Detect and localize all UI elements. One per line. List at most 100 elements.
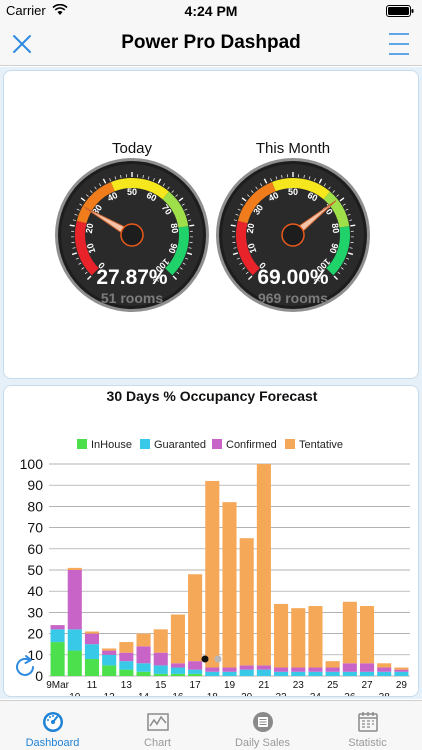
bar-segment[interactable] [308, 606, 323, 668]
bar-segment[interactable] [394, 667, 409, 670]
gauge-today-title: Today [111, 140, 153, 157]
bar-segment[interactable] [205, 671, 220, 676]
x-tick-label: 10 [69, 692, 81, 696]
x-tick-label: 28 [379, 692, 391, 696]
bar-segment[interactable] [342, 671, 357, 676]
tab-chart[interactable]: Chart [105, 701, 210, 750]
bar-segment[interactable] [50, 642, 65, 676]
bar-segment[interactable] [84, 644, 100, 660]
bar-segment[interactable] [188, 673, 203, 676]
bar-segment[interactable] [170, 667, 185, 674]
bar-segment[interactable] [119, 652, 134, 662]
gauge-tick-label: 30 [251, 203, 265, 217]
bar-segment[interactable] [136, 633, 151, 647]
bar-segment[interactable] [359, 671, 375, 676]
bar-segment[interactable] [359, 663, 375, 672]
bar-segment[interactable] [274, 671, 289, 676]
bar-segment[interactable] [67, 570, 82, 630]
x-tick-label: 15 [155, 680, 167, 691]
bar-segment[interactable] [205, 480, 220, 668]
bar-segment[interactable] [119, 642, 134, 653]
bar-segment[interactable] [102, 665, 117, 676]
bar-segment[interactable] [84, 631, 100, 634]
bar-segment[interactable] [119, 669, 134, 676]
bar-segment[interactable] [170, 614, 185, 664]
bar-segment[interactable] [84, 633, 100, 645]
bar-segment[interactable] [377, 667, 392, 672]
bar-segment[interactable] [239, 665, 254, 670]
bar-segment[interactable] [222, 671, 237, 676]
bar-segment[interactable] [67, 629, 82, 651]
bar-segment[interactable] [256, 665, 271, 670]
tab-daily-sales-label: Daily Sales [234, 737, 291, 749]
bar-segment[interactable] [291, 667, 306, 672]
bar-segment[interactable] [84, 659, 100, 676]
refresh-icon[interactable] [12, 654, 38, 680]
tab-daily-sales[interactable]: Daily Sales [210, 701, 315, 750]
x-tick-label: 16 [172, 692, 184, 696]
bar-segment[interactable] [102, 648, 117, 651]
bar-segment[interactable] [102, 650, 117, 655]
gauge-tick-label: 20 [84, 223, 95, 234]
bar-segment[interactable] [136, 671, 151, 676]
bar-segment[interactable] [359, 606, 375, 664]
bar-segment[interactable] [325, 671, 340, 676]
bar-segment[interactable] [170, 673, 185, 676]
menu-icon[interactable] [388, 31, 410, 57]
bar-segment[interactable] [67, 650, 82, 676]
bar-segment[interactable] [291, 671, 306, 676]
y-tick-label: 100 [20, 456, 44, 472]
bar-segment[interactable] [239, 669, 254, 676]
gauge-tick-label: 60 [306, 190, 319, 203]
gauge-tick-label: 70 [160, 203, 174, 217]
bar-segment[interactable] [67, 567, 82, 570]
bar-segment[interactable] [325, 661, 340, 668]
x-tick-label: 17 [190, 680, 202, 691]
bar-segment[interactable] [239, 538, 254, 666]
bar-segment[interactable] [274, 667, 289, 672]
bar-segment[interactable] [188, 669, 203, 674]
gauge-unit-label: % [151, 274, 162, 284]
bar-segment[interactable] [308, 671, 323, 676]
tab-dashboard[interactable]: Dashboard [0, 701, 105, 750]
x-tick-label: 27 [361, 680, 373, 691]
bar-segment[interactable] [136, 663, 151, 672]
bar-segment[interactable] [153, 629, 168, 653]
bar-segment[interactable] [325, 667, 340, 672]
tab-chart-label: Chart [144, 737, 171, 749]
bar-segment[interactable] [394, 669, 409, 672]
bar-segment[interactable] [205, 667, 220, 672]
bar-segment[interactable] [308, 667, 323, 672]
bar-segment[interactable] [50, 625, 65, 630]
bar-segment[interactable] [377, 663, 392, 668]
bar-segment[interactable] [291, 608, 306, 668]
bar-segment[interactable] [394, 671, 409, 676]
navigation-bar: Power Pro Dashpad [0, 22, 422, 66]
x-tick-label: 29 [396, 680, 408, 691]
legend-swatch [285, 439, 295, 449]
bar-segment[interactable] [342, 663, 357, 672]
bar-segment[interactable] [102, 654, 117, 666]
bar-segment[interactable] [153, 665, 168, 674]
bar-segment[interactable] [119, 661, 134, 670]
gauge-unit-label: % [312, 274, 323, 284]
bar-segment[interactable] [377, 671, 392, 676]
bar-segment[interactable] [136, 646, 151, 664]
bar-segment[interactable] [222, 667, 237, 672]
bar-segment[interactable] [153, 673, 168, 676]
tab-statistic[interactable]: Statistic [315, 701, 420, 750]
bar-segment[interactable] [274, 603, 289, 668]
bar-segment[interactable] [256, 669, 271, 676]
bar-segment[interactable] [153, 652, 168, 666]
bar-segment[interactable] [50, 629, 65, 643]
page-indicator[interactable] [200, 654, 230, 664]
bar-segment[interactable] [188, 661, 203, 670]
close-icon[interactable] [10, 32, 34, 56]
bar-segment[interactable] [170, 663, 185, 668]
x-tick-label: 9Mar [46, 680, 69, 691]
bar-segment[interactable] [256, 464, 271, 666]
bar-segment[interactable] [188, 574, 203, 662]
chart-title: 30 Days % Occupancy Forecast [106, 388, 318, 404]
bar-segment[interactable] [342, 601, 357, 664]
bar-segment[interactable] [222, 502, 237, 668]
